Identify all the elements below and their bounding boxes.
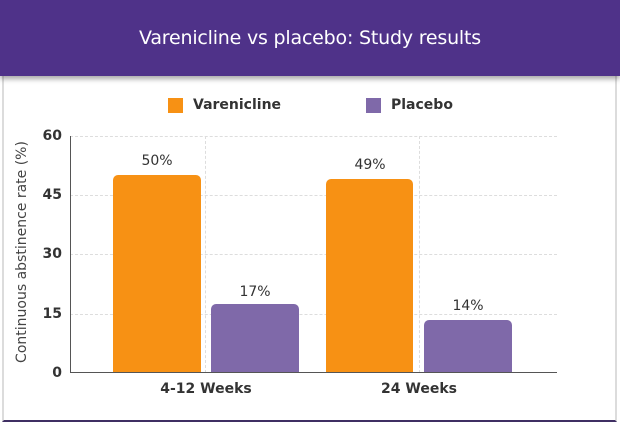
plot-area: 50% 17% 49% 14% bbox=[70, 136, 557, 373]
y-tick-30: 30 bbox=[42, 246, 62, 262]
y-tick-60: 60 bbox=[42, 128, 62, 144]
legend: Varenicline Placebo bbox=[0, 97, 620, 117]
bar-4-12-weeks-varenicline bbox=[113, 175, 201, 373]
x-tick-4-12-weeks: 4-12 Weeks bbox=[160, 381, 252, 397]
y-tick-0: 0 bbox=[52, 365, 62, 381]
vgridline-1 bbox=[205, 136, 206, 373]
x-tick-24-weeks: 24 Weeks bbox=[381, 381, 457, 397]
legend-label-placebo: Placebo bbox=[391, 97, 453, 113]
x-axis-line bbox=[70, 372, 557, 373]
y-tick-15: 15 bbox=[42, 306, 62, 322]
y-axis-line bbox=[70, 136, 71, 373]
chart-header: Varenicline vs placebo: Study results bbox=[0, 0, 620, 76]
legend-swatch-placebo bbox=[366, 97, 381, 113]
chart-frame bbox=[2, 76, 617, 422]
bar-label-24-weeks-placebo: 14% bbox=[452, 298, 484, 314]
legend-item-varenicline: Varenicline bbox=[168, 97, 281, 113]
chart-title: Varenicline vs placebo: Study results bbox=[139, 27, 481, 49]
gridline-45 bbox=[70, 195, 557, 196]
bar-24-weeks-varenicline bbox=[326, 179, 413, 373]
bar-24-weeks-placebo bbox=[424, 320, 512, 373]
gridline-30 bbox=[70, 254, 557, 255]
legend-item-placebo: Placebo bbox=[366, 97, 453, 113]
bar-label-24-weeks-varenicline: 49% bbox=[354, 157, 386, 173]
bar-label-4-12-weeks-varenicline: 50% bbox=[141, 153, 173, 169]
legend-label-varenicline: Varenicline bbox=[193, 97, 282, 113]
bar-4-12-weeks-placebo bbox=[211, 304, 299, 373]
y-tick-45: 45 bbox=[42, 187, 62, 203]
vgridline-2 bbox=[419, 136, 420, 373]
gridline-60 bbox=[70, 136, 557, 137]
legend-swatch-varenicline bbox=[168, 97, 183, 113]
gridline-15 bbox=[70, 314, 557, 315]
bar-label-4-12-weeks-placebo: 17% bbox=[239, 284, 271, 300]
y-axis-title: Continuous abstinence rate (%) bbox=[14, 141, 30, 363]
